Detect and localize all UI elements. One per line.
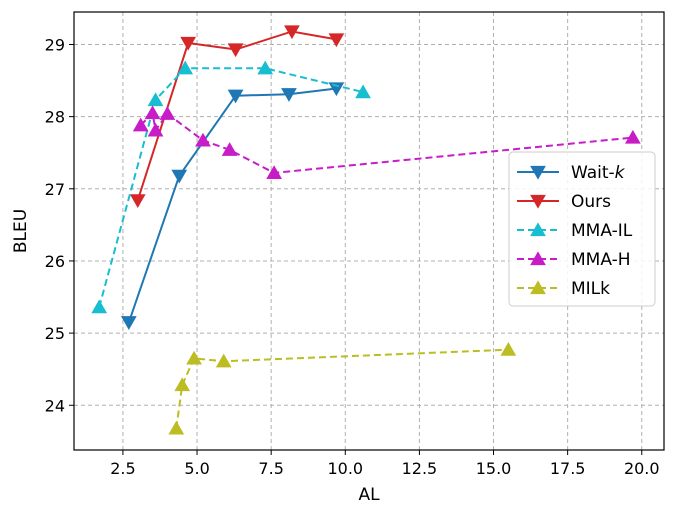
data-point-marker xyxy=(215,353,232,368)
series-line xyxy=(127,87,337,323)
series-line xyxy=(98,67,364,308)
data-point-marker xyxy=(168,420,185,435)
y-tick-label: 27 xyxy=(45,180,65,199)
data-point-marker xyxy=(221,142,238,156)
data-point-marker xyxy=(159,106,176,120)
series-milk xyxy=(168,342,517,435)
data-point-marker xyxy=(129,194,146,208)
data-point-marker xyxy=(355,84,371,99)
x-tick-label: 12.5 xyxy=(402,459,438,478)
legend-entry: Ours xyxy=(517,192,611,212)
legend-label: MMA-H xyxy=(571,250,631,270)
series-mma-h xyxy=(132,105,641,180)
data-point-marker xyxy=(120,316,137,330)
legend-marker xyxy=(530,222,546,237)
x-tick-label: 2.5 xyxy=(110,459,135,478)
y-tick-label: 24 xyxy=(45,396,65,415)
data-point-marker xyxy=(328,33,345,48)
y-tick-label: 29 xyxy=(45,35,65,54)
legend-label-italic-part: k xyxy=(615,163,626,183)
x-tick-label: 7.5 xyxy=(258,459,283,478)
legend-label: MMA-IL xyxy=(571,221,633,241)
plot-area-frame xyxy=(73,11,665,451)
legend: Wait-k Ours MMA-IL MMA-H MILk xyxy=(508,151,656,307)
legend-marker xyxy=(530,280,546,295)
data-point-marker xyxy=(180,36,197,51)
y-axis-title: BLEU xyxy=(11,209,31,253)
legend-marker xyxy=(530,165,546,180)
data-point-marker xyxy=(227,43,244,58)
legend-entry: MMA-H xyxy=(517,250,631,270)
gridlines xyxy=(74,12,664,450)
legend-entry: Wait-k xyxy=(517,163,626,183)
data-point-marker xyxy=(147,92,164,107)
x-axis-title: AL xyxy=(358,485,380,505)
x-tick-label: 10.0 xyxy=(327,459,363,478)
legend-label: Wait-k xyxy=(571,163,626,183)
legend-entry: MILk xyxy=(517,279,610,299)
data-point-marker xyxy=(177,60,194,75)
legend-label: Ours xyxy=(571,192,611,212)
data-point-marker xyxy=(91,299,108,314)
legend-label: MILk xyxy=(571,279,610,299)
data-point-marker xyxy=(281,88,297,102)
data-point-marker xyxy=(257,60,274,75)
data-point-marker xyxy=(284,25,300,40)
axis-ticks: 2.5 5.0 7.5 10.0 12.5 15.0 17.5 20.0 24 25 26 27 28 2… xyxy=(45,35,660,478)
series-ours xyxy=(129,25,345,208)
series-wait xyxy=(120,82,345,330)
data-point-marker xyxy=(147,122,164,137)
legend-entry: MMA-IL xyxy=(517,221,633,241)
series-line xyxy=(139,110,633,174)
legend-marker xyxy=(530,194,546,209)
data-point-marker xyxy=(171,169,188,184)
data-point-marker xyxy=(227,89,244,104)
data-point-marker xyxy=(174,377,191,392)
data-point-marker xyxy=(266,165,282,180)
legend-box xyxy=(508,151,656,307)
data-point-marker xyxy=(328,82,345,97)
y-tick-label: 28 xyxy=(45,108,65,127)
data-point-marker xyxy=(132,117,149,132)
x-tick-label: 17.5 xyxy=(550,459,586,478)
x-tick-label: 5.0 xyxy=(184,459,209,478)
y-tick-label: 25 xyxy=(45,324,65,343)
y-tick-label: 26 xyxy=(45,252,65,271)
x-tick-label: 20.0 xyxy=(624,459,660,478)
data-point-marker xyxy=(144,105,161,120)
x-tick-label: 15.0 xyxy=(476,459,512,478)
data-point-marker xyxy=(186,350,202,365)
series-layer xyxy=(91,25,641,435)
series-mma-il xyxy=(91,60,371,314)
data-point-marker xyxy=(500,342,517,356)
data-point-marker xyxy=(195,132,211,147)
data-point-marker xyxy=(625,129,641,144)
legend-marker xyxy=(530,251,546,266)
